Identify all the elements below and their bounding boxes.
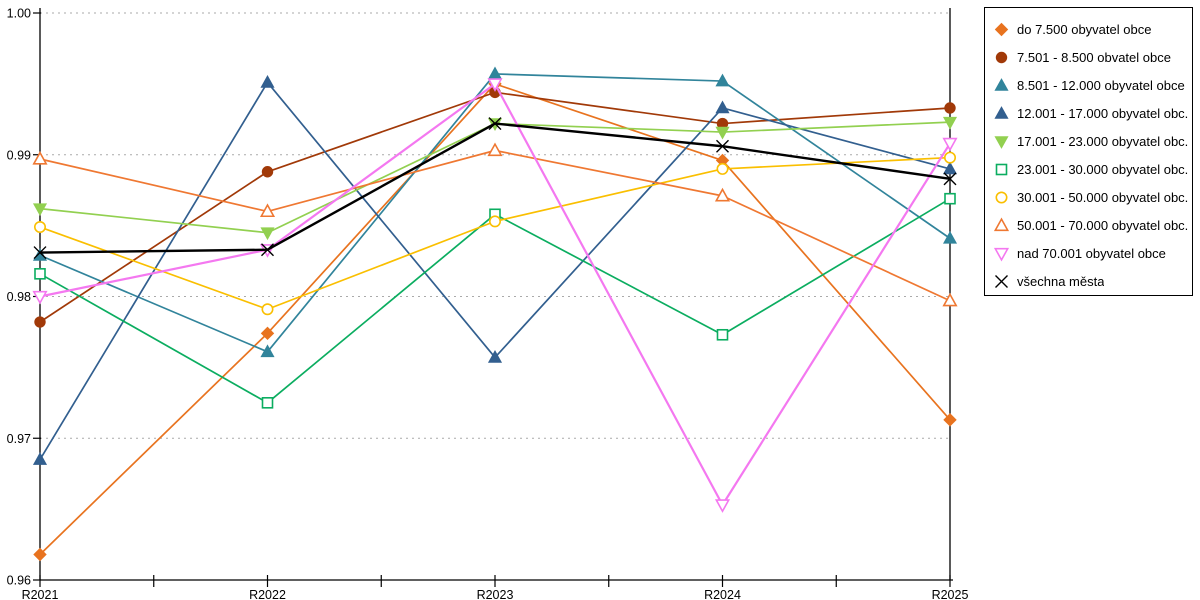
legend-item-label: všechna města: [1017, 273, 1105, 289]
circle-marker: [34, 316, 46, 328]
triangle-up-marker: [487, 66, 503, 80]
legend-item[interactable]: nad 70.001 obyvatel obce: [993, 239, 1188, 267]
x-marker: [261, 243, 274, 257]
x-marker: [33, 246, 47, 260]
triangle-up-marker: [994, 77, 1009, 91]
circle-marker: [944, 102, 956, 114]
x-marker: [995, 274, 1008, 288]
circle-legend-icon: [995, 51, 1008, 63]
triangle-down-marker: [32, 203, 48, 217]
circle-marker: [995, 191, 1008, 203]
circle-marker: [716, 162, 729, 175]
legend-item[interactable]: všechna města: [993, 267, 1188, 295]
triangle-down-marker: [993, 247, 1010, 262]
triangle-up-marker: [32, 247, 48, 261]
triangle-down-marker: [994, 135, 1009, 149]
triangle-up-marker: [260, 75, 275, 88]
triangle-up-marker: [259, 203, 276, 218]
circle-marker: [943, 151, 956, 164]
triangle-down-marker: [942, 116, 958, 130]
circle-marker: [261, 166, 274, 178]
y-tick-label: 0.98: [7, 290, 31, 304]
legend-item-label: 12.001 - 17.000 obyvatel obc...: [1017, 105, 1188, 121]
legend-item[interactable]: do 7.500 obyvatel obce: [993, 15, 1188, 43]
x-tick-label: R2023: [477, 588, 514, 600]
legend-item-label: 30.001 - 50.000 obyvatel obc...: [1017, 189, 1188, 205]
y-tick-label: 1.00: [7, 7, 31, 21]
diamond-marker: [260, 326, 275, 341]
legend-item-label: do 7.500 obyvatel obce: [1017, 21, 1152, 37]
x-marker: [488, 117, 502, 131]
square-legend-icon: [995, 163, 1008, 175]
triangle-up-marker: [942, 292, 958, 307]
x-tick-label: R2021: [22, 588, 59, 600]
diamond-marker: [994, 22, 1009, 36]
x-tick-label: R2024: [704, 588, 741, 600]
diamond-marker: [943, 413, 957, 427]
series-line-6: [39, 197, 951, 404]
triangle-up-marker: [260, 344, 275, 358]
triangle-down-marker: [714, 499, 731, 513]
triangle-up-legend-icon: [994, 105, 1009, 119]
legend-item[interactable]: 23.001 - 30.000 obyvatel obc...: [993, 155, 1188, 183]
triangle-up-marker: [715, 73, 730, 87]
legend-item[interactable]: 30.001 - 50.000 obyvatel obc...: [993, 183, 1188, 211]
x-legend-icon: [995, 274, 1008, 288]
legend-item-label: 8.501 - 12.000 obyvatel obce: [1017, 77, 1185, 93]
circle-marker: [995, 51, 1008, 63]
circle-legend-icon: [995, 191, 1008, 203]
legend-item-label: nad 70.001 obyvatel obce: [1017, 245, 1166, 261]
triangle-up-marker: [32, 150, 48, 165]
square-marker: [995, 163, 1008, 175]
triangle-up-marker: [942, 230, 958, 244]
legend-item[interactable]: 8.501 - 12.000 obyvatel obce: [993, 71, 1188, 99]
triangle-up-marker: [942, 161, 958, 175]
legend-item-label: 23.001 - 30.000 obyvatel obc...: [1017, 161, 1188, 177]
square-marker: [34, 268, 46, 280]
legend-item[interactable]: 50.001 - 70.000 obyvatel obc...: [993, 211, 1188, 239]
square-marker: [716, 328, 729, 341]
legend-item[interactable]: 17.001 - 23.000 obyvatel obc...: [993, 127, 1188, 155]
triangle-down-marker: [32, 290, 48, 305]
triangle-down-marker: [487, 78, 503, 92]
triangle-up-marker: [487, 350, 503, 363]
diamond-legend-icon: [994, 22, 1009, 36]
legend-item-label: 17.001 - 23.000 obyvatel obc...: [1017, 133, 1188, 149]
triangle-up-marker: [487, 142, 503, 157]
triangle-down-legend-icon: [994, 135, 1009, 149]
x-tick-label: R2025: [932, 588, 969, 600]
legend-item-label: 7.501 - 8.500 obvatel obce: [1017, 49, 1171, 65]
square-marker: [261, 397, 274, 409]
y-tick-label: 0.97: [7, 432, 31, 446]
circle-marker: [33, 221, 46, 234]
legend-item[interactable]: 7.501 - 8.500 obvatel obce: [993, 43, 1188, 71]
x-marker: [943, 172, 957, 186]
triangle-down-marker: [715, 126, 730, 140]
triangle-up-marker: [32, 452, 48, 465]
x-tick-label: R2022: [249, 588, 286, 600]
triangle-up-marker: [994, 105, 1009, 119]
triangle-down-legend-icon: [993, 247, 1010, 262]
circle-marker: [488, 215, 501, 228]
diamond-marker: [33, 547, 47, 562]
legend-item-label: 50.001 - 70.000 obyvatel obc...: [1017, 217, 1188, 233]
triangle-up-marker: [715, 100, 730, 114]
y-tick-label: 0.99: [7, 148, 31, 162]
triangle-up-legend-icon: [994, 77, 1009, 91]
triangle-up-marker: [993, 216, 1010, 231]
triangle-up-legend-icon: [993, 216, 1010, 231]
x-marker: [716, 139, 729, 153]
series-line-4: [39, 81, 951, 460]
triangle-down-marker: [260, 227, 275, 241]
legend: do 7.500 obyvatel obce 7.501 - 8.500 obva…: [984, 7, 1193, 296]
triangle-up-marker: [714, 187, 731, 202]
circle-marker: [261, 303, 274, 316]
legend-item[interactable]: 12.001 - 17.000 obyvatel obc...: [993, 99, 1188, 127]
y-tick-label: 0.96: [7, 574, 31, 588]
triangle-down-marker: [942, 137, 958, 152]
square-marker: [944, 192, 956, 205]
